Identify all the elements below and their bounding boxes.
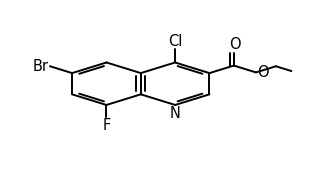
Text: Br: Br: [33, 59, 49, 74]
Text: F: F: [102, 118, 111, 133]
Text: N: N: [170, 106, 181, 121]
Text: O: O: [229, 37, 241, 52]
Text: O: O: [257, 65, 269, 80]
Text: Cl: Cl: [168, 34, 182, 49]
